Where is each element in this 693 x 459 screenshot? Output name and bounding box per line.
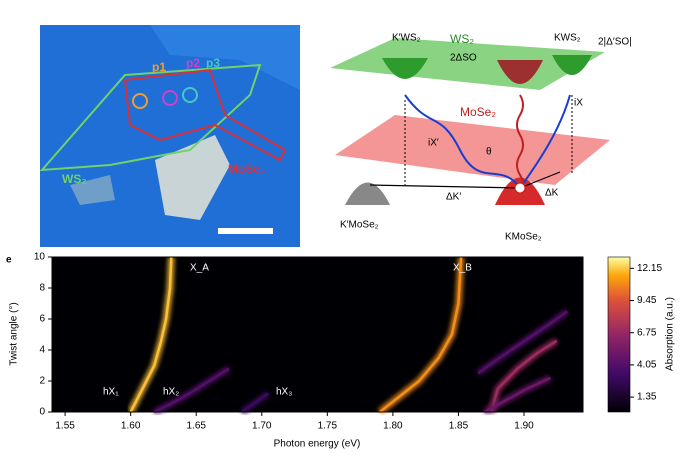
y-tick-label: 2: [39, 376, 45, 387]
trace: [131, 257, 172, 412]
colorbar-tick-label: 9.45: [637, 295, 657, 306]
x-tick-label: 1.60: [121, 421, 141, 432]
y-tick-label: 4: [39, 345, 45, 356]
colorbar: [607, 256, 631, 413]
y-tick-label: 0: [39, 407, 45, 418]
y-axis-label: Twist angle (°): [9, 302, 20, 365]
plot-area: [52, 257, 583, 412]
y-tick-label: 10: [34, 252, 46, 263]
annotation: hX₁: [103, 387, 119, 398]
label: MoSe₂: [228, 162, 265, 176]
x-tick-label: 1.90: [514, 421, 534, 432]
colorbar-tick-label: 4.05: [637, 360, 657, 371]
label: ΔK′: [446, 192, 461, 203]
x-axis-label: Photon energy (eV): [274, 439, 361, 450]
colorbar-tick-label: 1.35: [637, 392, 657, 403]
label: ΔK: [545, 188, 559, 199]
trace: [154, 369, 229, 412]
colorbar-tick-label: 6.75: [637, 327, 657, 338]
label: KWS₂: [554, 33, 581, 44]
trace: [380, 257, 461, 412]
panel-label: e: [6, 255, 12, 266]
trace: [491, 341, 557, 412]
label: 2ΔSO: [450, 53, 477, 64]
label: p3: [206, 56, 220, 70]
colorbar-label: Absorption (a.u.): [665, 297, 676, 371]
trace: [478, 311, 567, 373]
x-tick-label: 1.55: [55, 421, 75, 432]
label: p1: [152, 60, 166, 74]
x-tick-label: 1.85: [449, 421, 469, 432]
plot-frame: [51, 256, 584, 413]
label: 2|Δ′SO|: [598, 37, 632, 48]
label: K′WS₂: [392, 33, 421, 44]
annotation: X_B: [453, 263, 472, 274]
x-tick-label: 1.70: [252, 421, 272, 432]
annotation: hX₃: [276, 387, 292, 398]
label: K′MoSe₂: [340, 220, 379, 231]
annotation: X_A: [190, 263, 209, 274]
label: MoSe₂: [460, 105, 496, 119]
label: iX: [574, 98, 583, 109]
schematic: [330, 38, 610, 205]
label: iX′: [428, 138, 439, 149]
annotation: hX₂: [163, 387, 179, 398]
label: WS₂: [62, 172, 87, 186]
label: θ: [486, 147, 492, 158]
label: p2: [186, 56, 200, 70]
micrograph: [39, 25, 300, 247]
y-tick-label: 8: [39, 283, 45, 294]
label: WS₂: [450, 32, 474, 46]
x-tick-label: 1.75: [318, 421, 338, 432]
trace: [242, 393, 268, 412]
label: KMoSe₂: [505, 232, 542, 243]
trace: [485, 378, 551, 412]
y-tick-label: 6: [39, 314, 45, 325]
x-tick-label: 1.80: [383, 421, 403, 432]
traces: [131, 257, 568, 412]
colorbar-tick-label: 12.15: [637, 263, 662, 274]
x-tick-label: 1.65: [186, 421, 206, 432]
